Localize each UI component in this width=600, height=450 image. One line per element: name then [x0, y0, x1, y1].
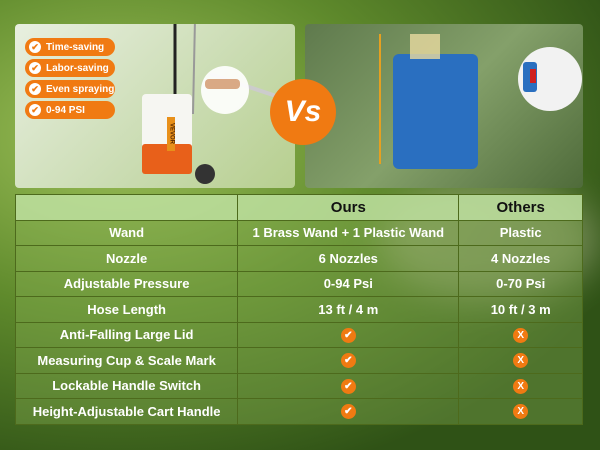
check-icon: ✔ — [340, 404, 356, 420]
feature-badge: ✔ Labor-saving — [25, 59, 115, 77]
check-icon: ✔ — [340, 378, 356, 394]
table-row: Anti-Falling Large Lid ✔ X — [14, 321, 583, 348]
ours-value: 13 ft / 4 m — [237, 296, 460, 323]
ours-value: 0-94 Psi — [237, 270, 460, 297]
check-icon: ✔ — [29, 83, 41, 95]
comparison-table: Ours Others Wand 1 Brass Wand + 1 Plastic… — [14, 194, 583, 425]
table-row: Measuring Cup & Scale Mark ✔ X — [14, 347, 583, 374]
other-product-panel — [305, 24, 583, 188]
check-icon: ✔ — [29, 62, 41, 74]
others-value: Plastic — [458, 219, 583, 246]
brand-logo-text: VEVOR — [168, 122, 175, 144]
check-icon: ✔ — [340, 327, 356, 343]
feature-badge: ✔ Even spraying — [25, 80, 115, 98]
table-row: Nozzle 6 Nozzles 4 Nozzles — [14, 245, 583, 272]
row-label: Adjustable Pressure — [14, 270, 239, 297]
x-icon: X — [513, 353, 529, 369]
row-label: Hose Length — [14, 296, 239, 323]
row-label: Nozzle — [14, 245, 239, 272]
x-icon: X — [513, 404, 529, 420]
our-product-panel: ✔ Time-saving ✔ Labor-saving ✔ Even sprayin… — [15, 24, 295, 188]
header-empty — [14, 194, 239, 221]
others-value: 4 Nozzles — [458, 245, 583, 272]
cart-sprayer-image — [142, 24, 286, 184]
row-label: Measuring Cup & Scale Mark — [14, 347, 239, 374]
table-row: Hose Length 13 ft / 4 m 10 ft / 3 m — [14, 296, 583, 323]
others-value: 0-70 Psi — [458, 270, 583, 297]
row-label: Wand — [14, 219, 239, 246]
check-icon: ✔ — [340, 353, 356, 369]
ours-value: 6 Nozzles — [237, 245, 460, 272]
vs-badge: Vs — [270, 79, 336, 145]
check-icon: ✔ — [29, 41, 41, 53]
table-row: Height-Adjustable Cart Handle ✔ X — [14, 398, 583, 425]
row-label: Lockable Handle Switch — [14, 372, 239, 399]
ours-value: 1 Brass Wand + 1 Plastic Wand — [237, 219, 460, 246]
row-label: Height-Adjustable Cart Handle — [14, 398, 239, 425]
feature-badge: ✔ Time-saving — [25, 38, 115, 56]
table-row: Wand 1 Brass Wand + 1 Plastic Wand Plastic — [14, 219, 583, 246]
x-icon: X — [513, 327, 529, 343]
table-row: Lockable Handle Switch ✔ X — [14, 372, 583, 399]
backpack-sprayer-image — [379, 34, 582, 169]
check-icon: ✔ — [29, 104, 41, 116]
header-others: Others — [458, 194, 583, 221]
table-row: Adjustable Pressure 0-94 Psi 0-70 Psi — [14, 270, 583, 297]
table-header-row: Ours Others — [14, 194, 583, 221]
row-label: Anti-Falling Large Lid — [14, 321, 239, 348]
others-value: 10 ft / 3 m — [458, 296, 583, 323]
x-icon: X — [513, 378, 529, 394]
header-ours: Ours — [237, 194, 460, 221]
feature-badge: ✔ 0-94 PSI — [25, 101, 115, 119]
